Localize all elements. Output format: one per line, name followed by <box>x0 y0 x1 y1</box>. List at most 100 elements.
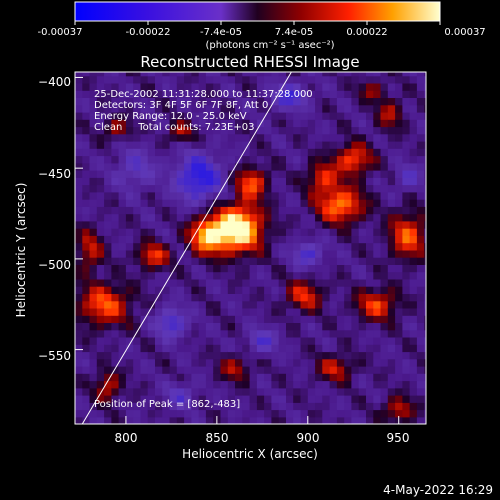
heatmap-cell <box>147 271 156 280</box>
heatmap-cell <box>169 402 178 411</box>
heatmap-cell <box>162 264 171 273</box>
heatmap-cell <box>235 293 243 302</box>
heatmap-cell <box>402 199 411 207</box>
heatmap-cell <box>82 82 91 91</box>
heatmap-cell <box>264 387 272 396</box>
heatmap-cell <box>286 286 294 294</box>
heatmap-cell <box>278 75 287 84</box>
heatmap-cell <box>278 264 287 273</box>
heatmap-cell <box>155 242 163 251</box>
heatmap-cell <box>344 344 353 353</box>
heatmap-cell <box>249 344 258 353</box>
heatmap-cell <box>256 416 265 424</box>
heatmap-cell <box>213 111 222 120</box>
heatmap-cell <box>89 395 98 403</box>
heatmap-cell <box>322 97 331 106</box>
heatmap-cell <box>213 235 222 244</box>
heatmap-cell <box>315 213 323 222</box>
heatmap-cell <box>191 373 200 382</box>
heatmap-cell <box>227 82 236 91</box>
heatmap-cell <box>96 170 105 178</box>
heatmap-cell <box>424 75 426 84</box>
heatmap-cell <box>373 97 382 106</box>
heatmap-cell <box>140 373 149 382</box>
heatmap-cell <box>286 278 294 287</box>
heatmap-cell <box>409 416 418 424</box>
heatmap-cell <box>366 315 374 323</box>
heatmap-cell <box>198 228 207 236</box>
heatmap-cell <box>96 191 105 200</box>
heatmap-cell <box>169 380 178 389</box>
heatmap-cell <box>198 184 207 193</box>
heatmap-cell <box>205 351 214 360</box>
heatmap-cell <box>227 344 236 353</box>
heatmap-cell <box>286 206 294 215</box>
heatmap-cell <box>227 126 236 135</box>
heatmap-cell <box>395 336 403 345</box>
heatmap-cell <box>293 228 302 236</box>
heatmap-cell <box>366 155 374 164</box>
heatmap-cell <box>140 104 149 113</box>
heatmap-cell <box>256 336 265 345</box>
heatmap-cell <box>351 278 360 287</box>
heatmap-cell <box>227 257 236 265</box>
heatmap-cell <box>358 387 367 396</box>
heatmap-cell <box>424 82 426 91</box>
heatmap-cell <box>82 162 91 171</box>
heatmap-cell <box>104 373 112 382</box>
heatmap-cell <box>264 184 272 193</box>
heatmap-cell <box>344 322 353 331</box>
heatmap-cell <box>424 307 426 316</box>
heatmap-cell <box>366 228 374 236</box>
footer-timestamp: 4-May-2022 16:29 <box>383 483 493 497</box>
heatmap-cell <box>176 307 185 316</box>
heatmap-cell <box>358 199 367 207</box>
heatmap-cell <box>133 90 142 98</box>
heatmap-cell <box>75 336 83 345</box>
heatmap-cell <box>184 199 192 207</box>
annotation-detectors: Detectors: 3F 4F 5F 6F 7F 8F, Att 0 <box>94 100 268 111</box>
heatmap-cell <box>358 126 367 135</box>
heatmap-cell <box>198 365 207 374</box>
heatmap-cell <box>89 307 98 316</box>
heatmap-cell <box>344 380 353 389</box>
heatmap-cell <box>336 380 345 389</box>
heatmap-cell <box>395 257 403 265</box>
heatmap-cell <box>264 409 272 418</box>
heatmap-cell <box>249 82 258 91</box>
heatmap-cell <box>286 402 294 411</box>
heatmap-cell <box>351 329 360 338</box>
heatmap-cell <box>169 97 178 106</box>
solar-limb-line <box>81 72 292 424</box>
heatmap-cell <box>227 365 236 374</box>
heatmap-cell <box>293 409 302 418</box>
heatmap-cell <box>227 278 236 287</box>
heatmap-cell <box>344 271 353 280</box>
heatmap-cell <box>249 177 258 186</box>
heatmap-cell <box>358 300 367 309</box>
heatmap-cell <box>249 293 258 302</box>
heatmap-cell <box>147 307 156 316</box>
heatmap-cell <box>242 228 251 236</box>
heatmap-cell <box>322 242 331 251</box>
heatmap-cell <box>125 75 134 84</box>
heatmap-cell <box>89 228 98 236</box>
heatmap-cell <box>366 191 374 200</box>
heatmap-cell <box>322 358 331 367</box>
heatmap-cell <box>424 380 426 389</box>
heatmap-cell <box>125 97 134 106</box>
heatmap-cell <box>111 380 120 389</box>
heatmap-cell <box>409 82 418 91</box>
heatmap-cell <box>104 213 112 222</box>
heatmap-cell <box>111 90 120 98</box>
heatmap-cell <box>169 387 178 396</box>
heatmap-cell <box>213 358 222 367</box>
heatmap-cell <box>358 133 367 142</box>
heatmap-cell <box>286 170 294 178</box>
heatmap-cell <box>89 409 98 418</box>
heatmap-cell <box>402 249 411 258</box>
heatmap-cell <box>387 228 396 236</box>
heatmap-cell <box>329 409 338 418</box>
heatmap-cell <box>155 228 163 236</box>
